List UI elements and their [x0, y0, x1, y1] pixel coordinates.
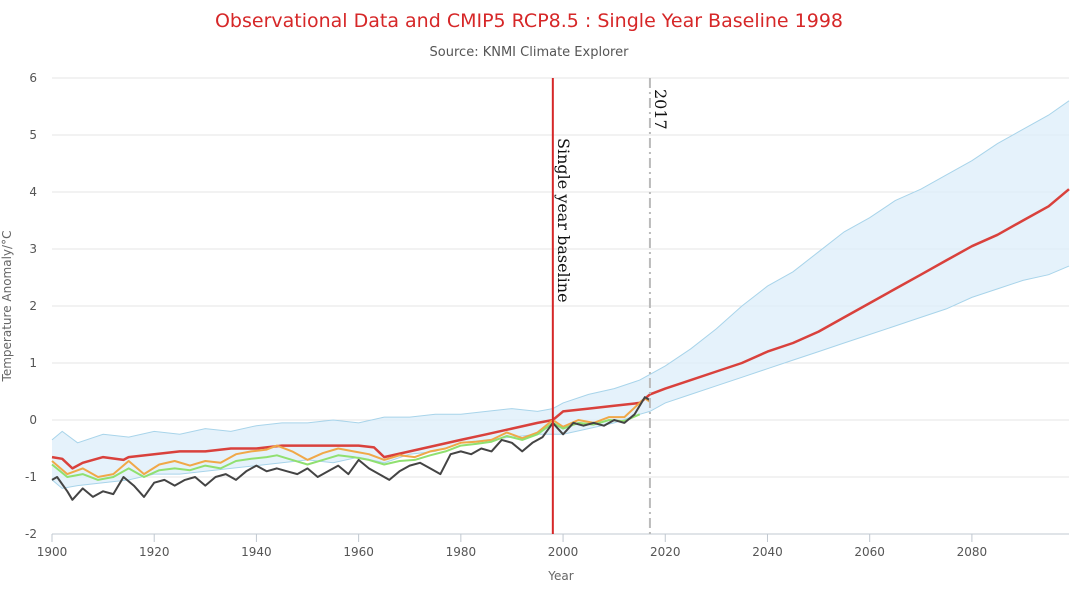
x-tick-label: 2020 [650, 545, 681, 559]
y-tick-label: 4 [29, 185, 37, 199]
x-tick-label: 1920 [139, 545, 170, 559]
x-tick-label: 1960 [343, 545, 374, 559]
band-lower-edge [51, 265, 1070, 489]
x-tick-label: 2080 [957, 545, 988, 559]
y-tick-label: 1 [29, 356, 37, 370]
y-tick-label: 2 [29, 299, 37, 313]
series-line-1 [51, 188, 1070, 470]
annotation-label-1: 2017 [651, 89, 670, 130]
y-tick-label: -2 [25, 527, 37, 541]
y-tick-label: -1 [25, 470, 37, 484]
y-tick-label: 6 [29, 71, 37, 85]
y-tick-label: 3 [29, 242, 37, 256]
annotation-label-0: Single year baseline [554, 138, 573, 303]
series-line-3 [51, 413, 641, 481]
x-tick-label: 1980 [446, 545, 477, 559]
x-axis-label: Year [547, 569, 573, 583]
grid-lines [52, 77, 1069, 535]
chart-title: Observational Data and CMIP5 RCP8.5 : Si… [215, 10, 843, 32]
series-line-2 [51, 397, 651, 478]
x-tick-label: 2040 [752, 545, 783, 559]
y-tick-label: 0 [29, 413, 37, 427]
x-tick-label: 2000 [548, 545, 579, 559]
x-tick-label: 1940 [241, 545, 272, 559]
axis-ticks: -2 -1 0 1 2 3 4 5 6 1900 1920 1940 1960 1980 2000 2020 2… [25, 71, 987, 559]
model-range-band [51, 100, 1070, 489]
band-area [52, 100, 1069, 489]
annotations: Single year baseline 2017 [551, 78, 670, 534]
y-tick-label: 5 [29, 128, 37, 142]
x-tick-label: 2060 [854, 545, 885, 559]
x-tick-label: 1900 [37, 545, 68, 559]
y-axis-label: Temperature Anomaly/°C [0, 231, 14, 383]
band-upper-edge [51, 100, 1070, 444]
chart-subtitle: Source: KNMI Climate Explorer [430, 45, 630, 60]
